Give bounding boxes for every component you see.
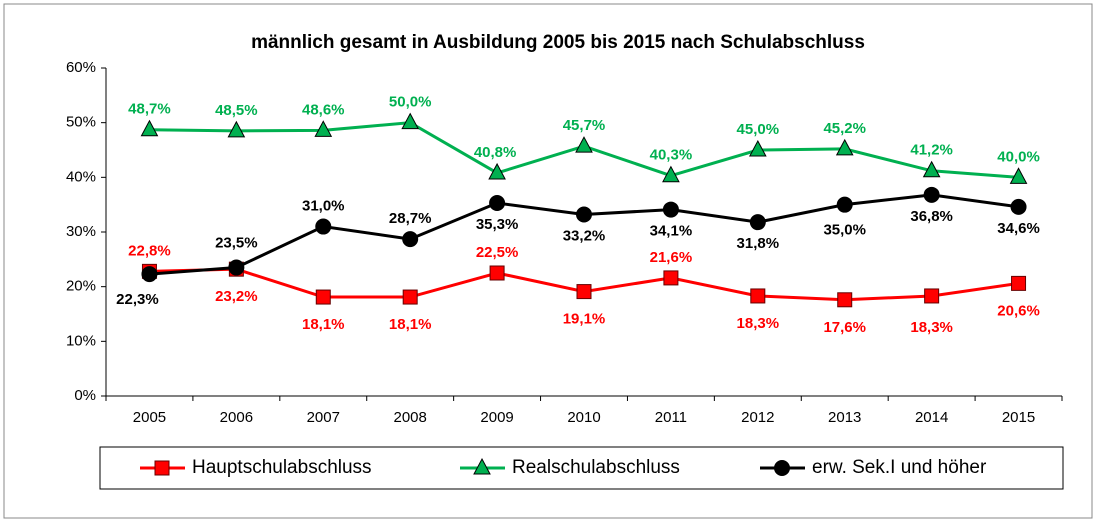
value-label: 48,6% — [302, 101, 345, 118]
value-label: 48,7% — [128, 101, 171, 118]
y-tick-label: 10% — [66, 332, 96, 349]
data-point — [924, 288, 940, 304]
data-point — [401, 112, 420, 130]
value-label: 28,7% — [389, 210, 432, 227]
data-point — [402, 231, 419, 248]
data-point — [228, 259, 245, 276]
value-label: 45,7% — [563, 117, 606, 134]
x-tick-label: 2013 — [828, 409, 861, 426]
value-label: 45,2% — [823, 120, 866, 137]
value-label: 21,6% — [650, 249, 693, 266]
x-tick-label: 2011 — [655, 409, 687, 426]
value-label: 31,0% — [302, 198, 345, 215]
data-point — [750, 288, 766, 304]
data-point — [835, 138, 854, 156]
value-label: 50,0% — [389, 94, 432, 111]
x-tick-label: 2009 — [480, 409, 513, 426]
x-tick-label: 2010 — [567, 409, 600, 426]
y-tick-label: 0% — [74, 387, 96, 404]
value-label: 33,2% — [563, 227, 606, 244]
data-point — [140, 119, 159, 137]
data-point — [923, 186, 940, 203]
x-tick-label: 2005 — [133, 409, 166, 426]
y-tick-label: 30% — [66, 223, 96, 240]
value-label: 35,0% — [823, 222, 866, 239]
data-point — [575, 136, 593, 153]
value-label: 31,8% — [737, 235, 780, 252]
value-label: 22,8% — [128, 242, 171, 259]
data-point — [227, 120, 246, 138]
value-label: 18,3% — [737, 315, 780, 332]
data-point — [489, 265, 505, 281]
data-point — [315, 218, 332, 235]
legend-label: erw. Sek.I und höher — [812, 457, 987, 478]
x-tick-label: 2007 — [307, 409, 340, 426]
data-point — [748, 139, 767, 157]
data-point — [314, 120, 333, 137]
legend-label: Realschulabschluss — [512, 457, 680, 478]
value-label: 17,6% — [823, 319, 866, 336]
chart-border — [3, 3, 1093, 519]
x-tick-label: 2014 — [915, 409, 948, 426]
legend-label: Hauptschulabschluss — [192, 457, 372, 478]
chart-title: männlich gesamt in Ausbildung 2005 bis 2… — [251, 32, 865, 53]
x-tick-label: 2006 — [220, 409, 253, 426]
data-point — [837, 292, 853, 308]
value-label: 34,6% — [997, 220, 1040, 237]
x-tick-label: 2008 — [393, 409, 426, 426]
y-tick-label: 60% — [66, 59, 96, 76]
data-point — [488, 162, 506, 180]
data-point — [576, 206, 592, 223]
value-label: 36,8% — [910, 208, 953, 225]
value-label: 48,5% — [215, 102, 258, 119]
legend-marker — [774, 460, 790, 476]
x-tick-label: 2012 — [741, 409, 774, 426]
value-label: 35,3% — [476, 216, 519, 233]
data-point — [489, 195, 506, 212]
data-point — [662, 165, 680, 183]
legend-marker — [154, 460, 170, 476]
data-point — [836, 196, 853, 213]
y-tick-label: 20% — [66, 278, 96, 295]
value-label: 23,5% — [215, 235, 258, 252]
legend-box — [99, 446, 1064, 490]
value-label: 40,3% — [650, 147, 693, 164]
data-point — [1009, 167, 1028, 184]
data-point — [315, 289, 331, 305]
value-label: 18,1% — [302, 316, 345, 333]
value-label: 34,1% — [650, 223, 693, 240]
value-label: 41,2% — [910, 142, 953, 159]
value-label: 22,3% — [116, 291, 159, 308]
data-point — [576, 284, 592, 300]
value-label: 40,8% — [474, 144, 517, 161]
value-label: 19,1% — [563, 311, 606, 328]
data-point — [1010, 198, 1027, 215]
x-tick-label: 2015 — [1002, 409, 1035, 426]
value-label: 23,2% — [215, 288, 258, 305]
value-label: 18,1% — [389, 316, 432, 333]
data-point — [1011, 275, 1027, 291]
data-point — [922, 160, 941, 178]
legend-marker — [473, 457, 491, 475]
value-label: 45,0% — [737, 121, 780, 138]
y-tick-label: 40% — [66, 168, 96, 185]
data-point — [662, 201, 679, 218]
data-point — [402, 289, 418, 305]
value-label: 20,6% — [997, 302, 1040, 319]
value-label: 18,3% — [910, 319, 953, 336]
value-label: 40,0% — [997, 148, 1040, 165]
data-point — [749, 214, 766, 231]
value-label: 22,5% — [476, 244, 519, 261]
data-point — [663, 270, 679, 286]
data-point — [141, 266, 158, 283]
y-tick-label: 50% — [66, 114, 96, 131]
